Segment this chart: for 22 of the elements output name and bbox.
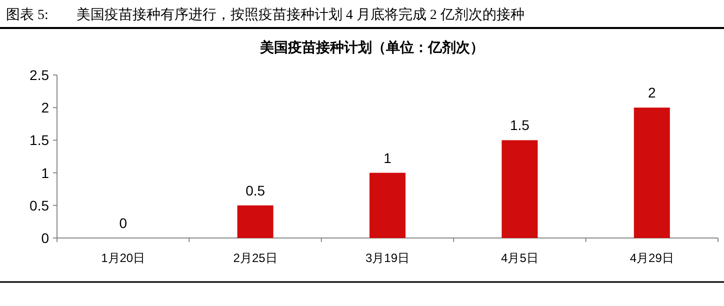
chart-title: 图表 5: 美国疫苗接种有序进行，按照疫苗接种计划 4 月底将完成 2 亿剂次的接种 (6, 7, 524, 23)
y-tick-label: 0.5 (30, 197, 50, 214)
data-label: 0 (119, 215, 128, 231)
y-tick-label: 2 (41, 100, 50, 116)
y-tick-label: 1 (41, 164, 50, 181)
chart-subtitle: 美国疫苗接种计划（单位：亿剂次） (259, 39, 484, 56)
bar (237, 205, 274, 238)
data-label: 2 (648, 84, 656, 101)
x-tick-label: 4月5日 (501, 251, 538, 265)
y-tick-label: 2.5 (30, 67, 50, 83)
y-tick-label: 1.5 (30, 132, 50, 148)
x-tick-label: 1月20日 (101, 251, 146, 265)
data-label: 0.5 (246, 182, 266, 198)
data-label: 1 (384, 150, 392, 166)
x-tick-label: 2月25日 (233, 251, 278, 265)
bar (502, 140, 538, 238)
x-tick-label: 3月19日 (365, 251, 410, 265)
y-tick-label: 0 (41, 230, 50, 246)
x-tick-label: 4月29日 (630, 251, 674, 265)
bar (634, 108, 670, 238)
bar (370, 172, 406, 238)
data-label: 1.5 (510, 117, 530, 134)
